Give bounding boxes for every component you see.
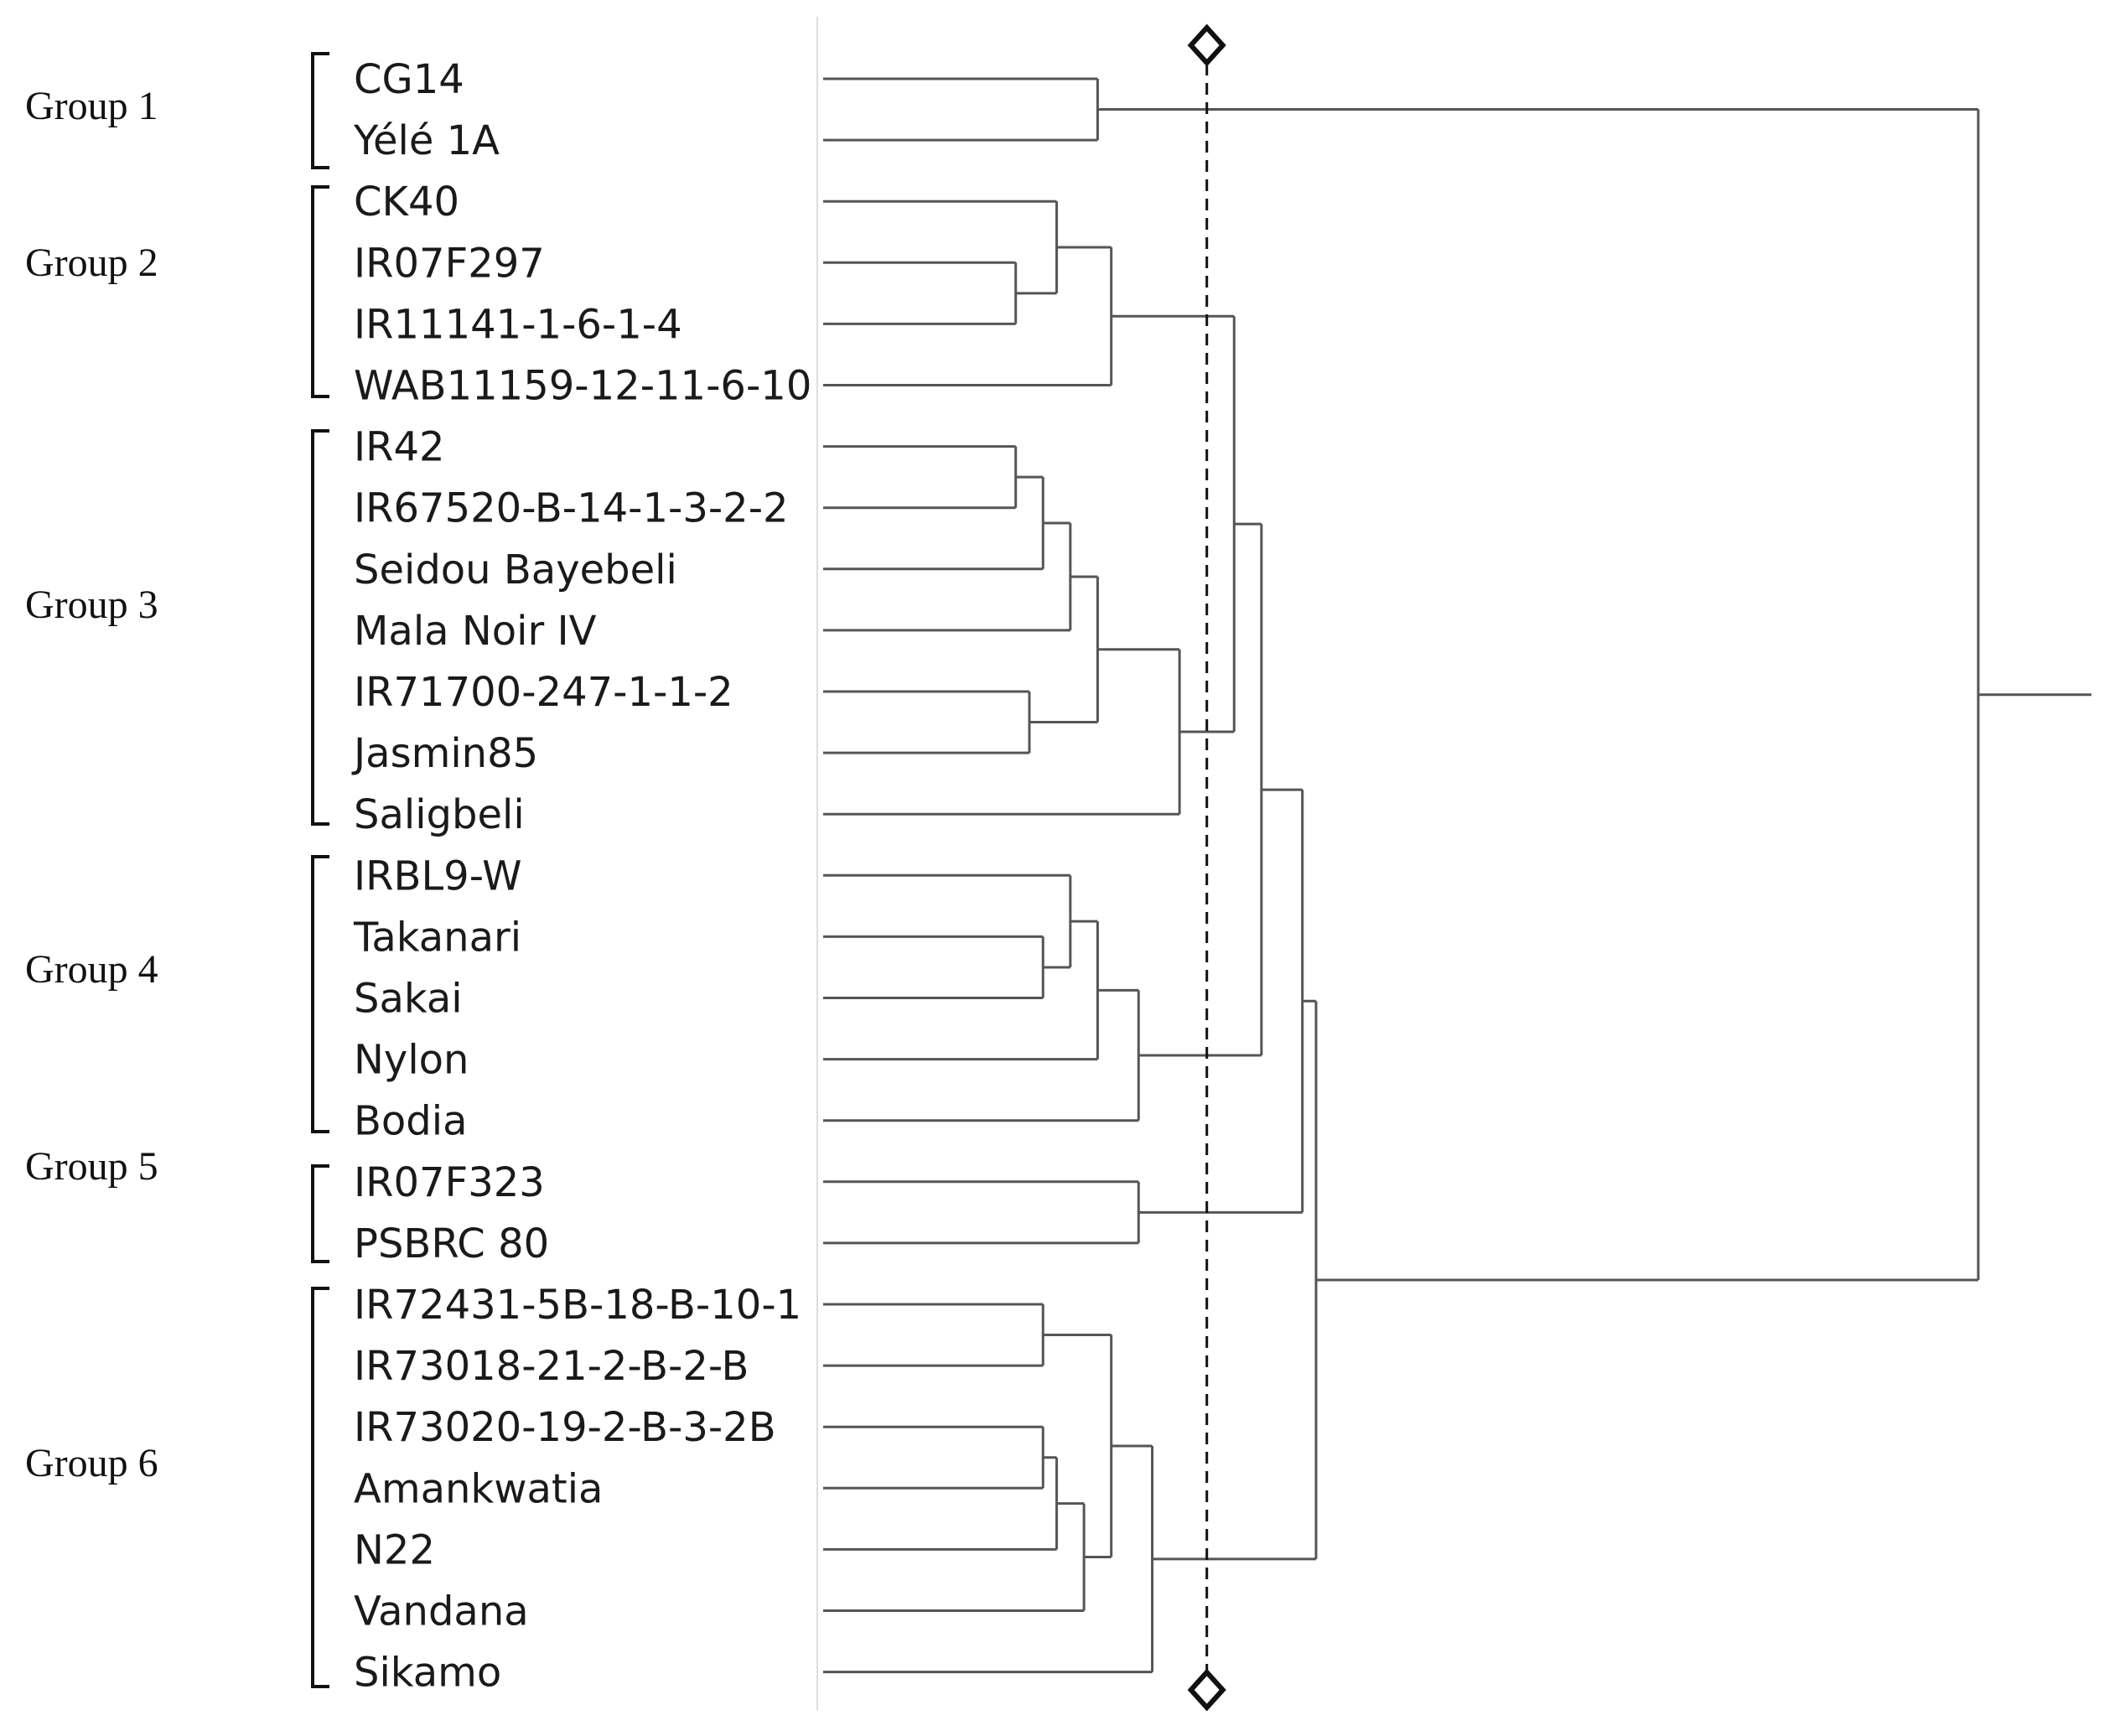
- cut-marker-top-icon: [1187, 23, 1226, 67]
- leaf-label: IR07F323: [354, 1159, 545, 1206]
- group-bracket-2: [311, 185, 329, 398]
- leaf-label: PSBRC 80: [354, 1220, 549, 1267]
- cut-marker-bottom-icon: [1187, 1668, 1226, 1712]
- leaf-label: Nylon: [354, 1037, 469, 1084]
- group-bracket-4: [311, 855, 329, 1133]
- leaf-label: IR73018-21-2-B-2-B: [354, 1343, 749, 1390]
- leaf-label: Jasmin85: [351, 730, 538, 777]
- leaf-label: IR07F297: [354, 240, 545, 287]
- leaf-label: IR67520-B-14-1-3-2-2: [354, 485, 789, 532]
- group-label-1: Group 1: [25, 84, 158, 128]
- leaf-label: IR11141-1-6-1-4: [354, 301, 682, 348]
- group-bracket-3: [311, 429, 329, 826]
- group-label-4: Group 4: [25, 947, 158, 992]
- group-label-6: Group 6: [25, 1441, 158, 1485]
- leaf-label: IR73020-19-2-B-3-2B: [354, 1404, 776, 1451]
- leaf-label: Mala Noir IV: [354, 608, 597, 655]
- leaf-label: Amankwatia: [354, 1465, 603, 1512]
- leaf-label: WAB11159-12-11-6-10: [354, 363, 811, 410]
- cut-line-group: [1187, 23, 1226, 1712]
- leaf-labels: CG14 Yélé 1A CK40 IR07F297 IR11141-1-6-1-4 WA…: [351, 56, 811, 1697]
- group-bracket-5: [311, 1164, 329, 1263]
- leaf-label: IRBL9-W: [354, 852, 522, 899]
- leaf-label: IR72431-5B-18-B-10-1: [354, 1282, 801, 1329]
- leaf-label: Bodia: [354, 1098, 468, 1145]
- group-label-3: Group 3: [25, 583, 158, 627]
- leaf-label: Sakai: [354, 976, 463, 1023]
- dendrogram-branches: [823, 77, 2091, 1674]
- group-brackets: [311, 52, 329, 1688]
- leaf-label: N22: [354, 1526, 435, 1573]
- leaf-label: IR42: [354, 424, 445, 471]
- leaf-label: Sikamo: [354, 1650, 501, 1697]
- leaf-label: Seidou Bayebeli: [354, 547, 677, 593]
- leaf-label: CG14: [354, 56, 464, 103]
- group-label-5: Group 5: [25, 1144, 158, 1189]
- leaf-label: Vandana: [354, 1588, 529, 1635]
- leaf-label: Takanari: [353, 914, 521, 961]
- leaf-label: CK40: [354, 179, 459, 225]
- group-bracket-6: [311, 1287, 329, 1688]
- group-bracket-1: [311, 52, 329, 169]
- leaf-label: IR71700-247-1-1-2: [354, 669, 733, 716]
- leaf-label: Saligbeli: [354, 791, 525, 838]
- group-labels: Group 1 Group 2 Group 3 Group 4 Group 5 …: [25, 84, 158, 1485]
- leaf-label: Yélé 1A: [353, 117, 500, 164]
- group-label-2: Group 2: [25, 241, 158, 285]
